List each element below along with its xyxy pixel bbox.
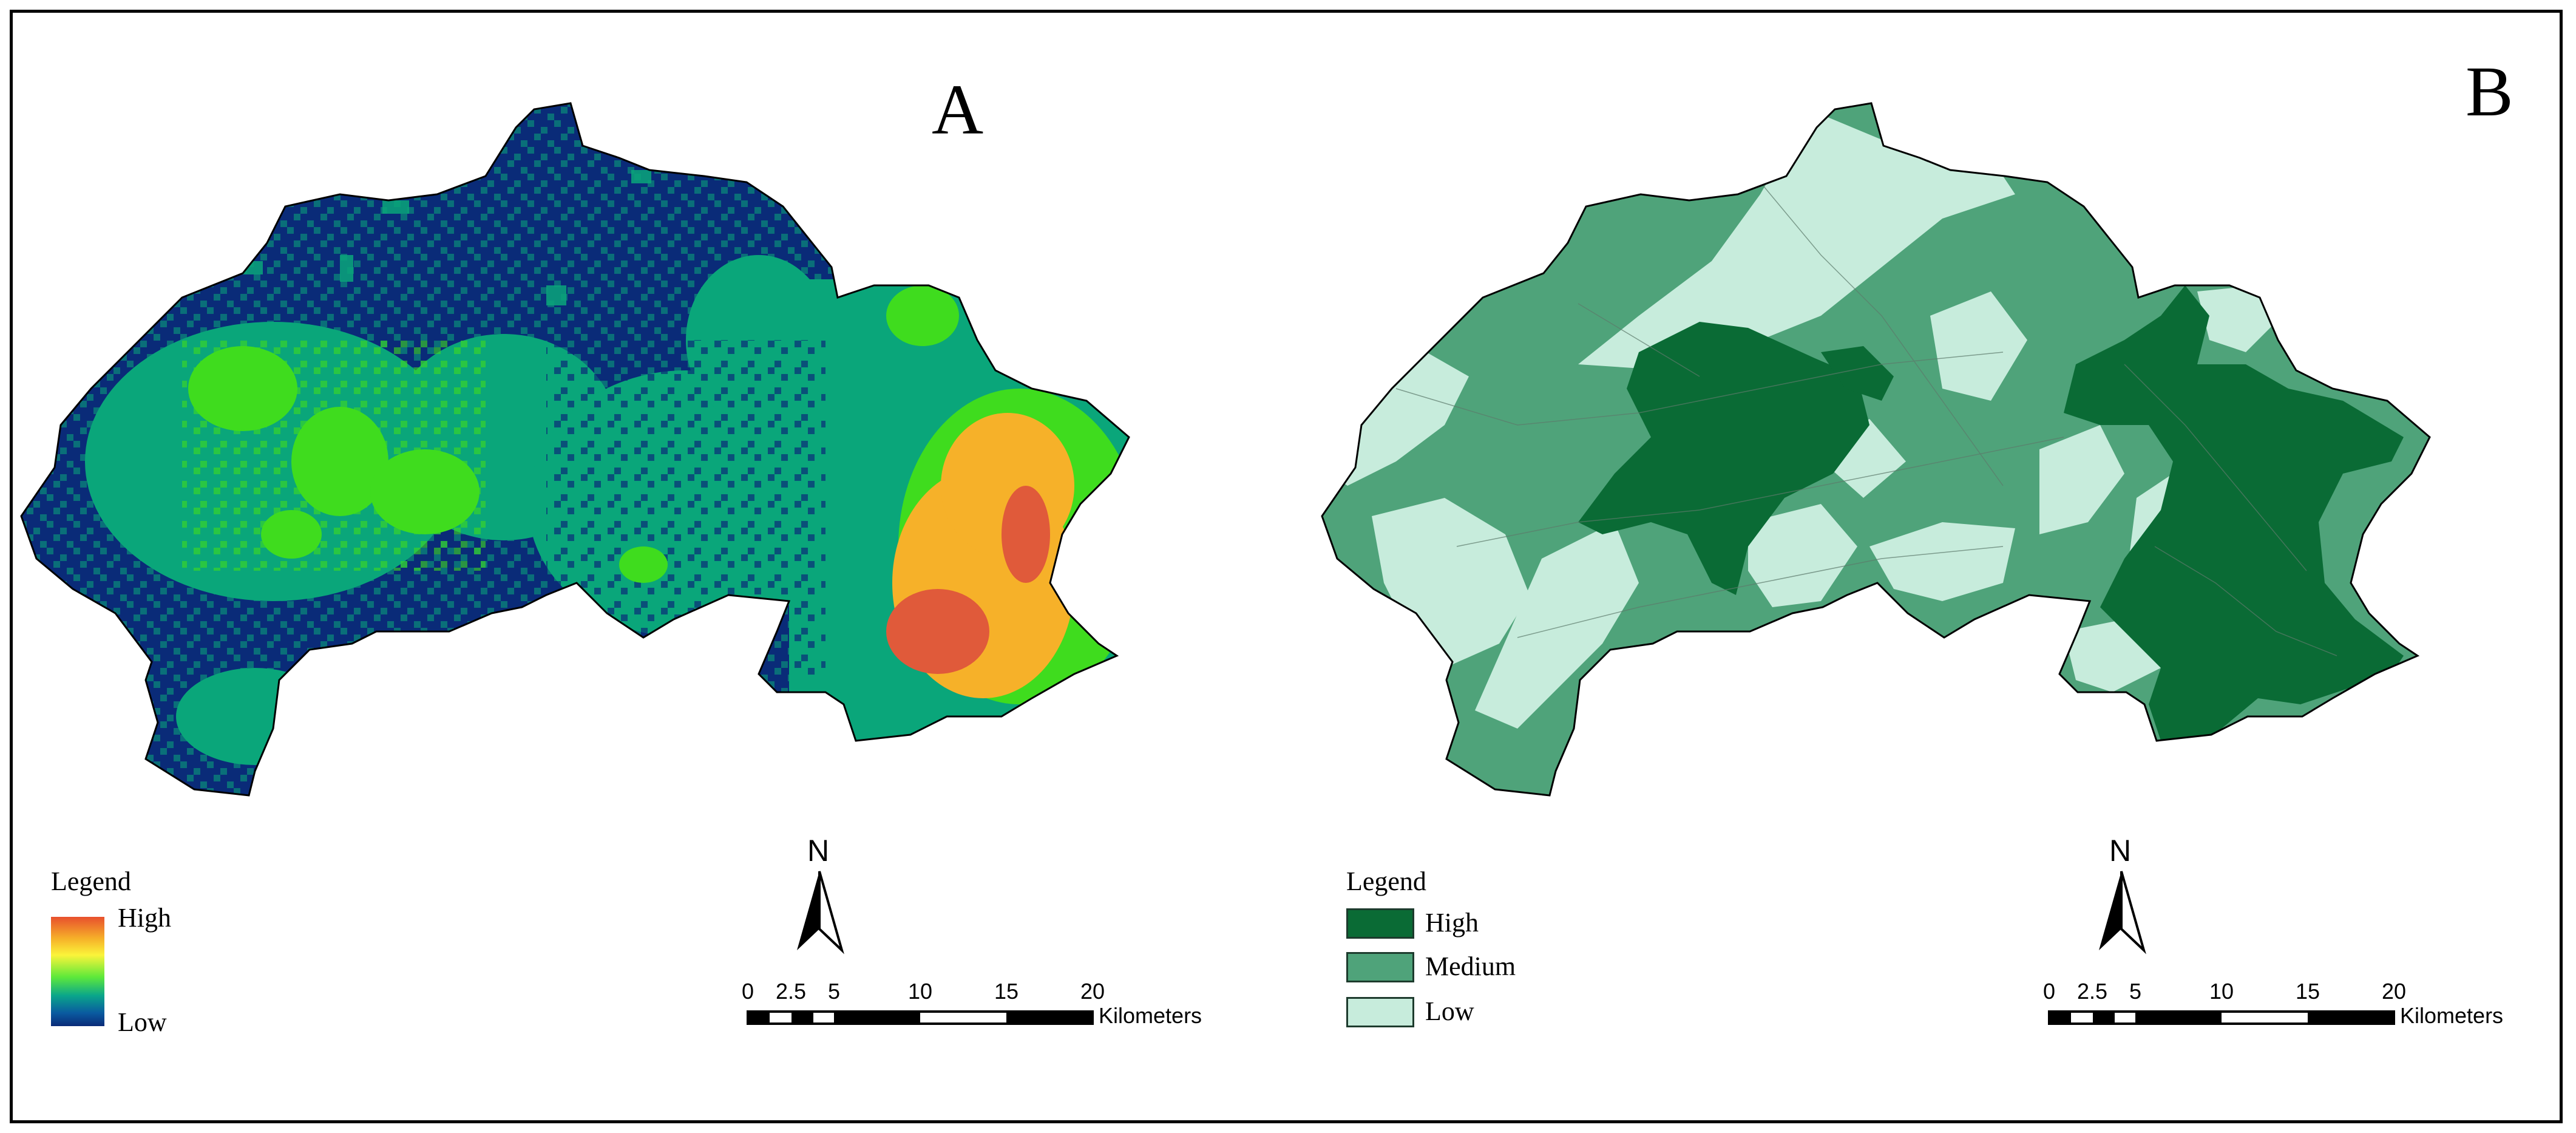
scale-b-tick: 20: [2381, 979, 2407, 1004]
scale-b-tick: 2.5: [2076, 979, 2108, 1004]
scale-a-tick: 15: [994, 979, 1019, 1004]
legend-a-high-label: High: [118, 903, 171, 933]
panel-label-b: B: [2466, 52, 2513, 131]
legend-b-medium-label: Medium: [1425, 951, 1516, 981]
scale-b-unit: Kilometers: [2400, 1003, 2504, 1028]
panel-label-a: A: [932, 70, 984, 149]
scale-a-tick: 20: [1080, 979, 1105, 1004]
suitability-map-b: [1321, 102, 2431, 797]
scale-bar-a: [747, 1010, 1094, 1025]
scale-b-tick: 5: [2129, 979, 2142, 1004]
north-arrow-a: [797, 871, 844, 954]
scale-a-tick: 2.5: [775, 979, 807, 1004]
scale-a-tick: 10: [907, 979, 933, 1004]
legend-a-low-label: Low: [118, 1007, 167, 1037]
scale-b-tick: 0: [2042, 979, 2056, 1004]
legend-b-low-swatch: [1346, 997, 1414, 1027]
north-label-a: N: [807, 834, 830, 868]
legend-b-low-label: Low: [1425, 996, 1474, 1026]
legend-b-title: Legend: [1346, 866, 1426, 896]
scale-a-tick: 0: [741, 979, 754, 1004]
legend-a-color-ramp: [51, 917, 104, 1026]
north-arrow-b: [2099, 871, 2146, 954]
scale-a-tick: 5: [827, 979, 841, 1004]
scale-b-tick: 15: [2295, 979, 2320, 1004]
scale-a-unit: Kilometers: [1099, 1003, 1202, 1028]
legend-b-high-swatch: [1346, 908, 1414, 939]
legend-b-medium-swatch: [1346, 952, 1414, 982]
legend-a-title: Legend: [51, 866, 131, 896]
suitability-map-a: [20, 102, 1130, 797]
legend-b-high-label: High: [1425, 908, 1479, 937]
scale-b-tick: 10: [2209, 979, 2234, 1004]
north-label-b: N: [2109, 834, 2132, 868]
scale-bar-b: [2048, 1010, 2395, 1025]
